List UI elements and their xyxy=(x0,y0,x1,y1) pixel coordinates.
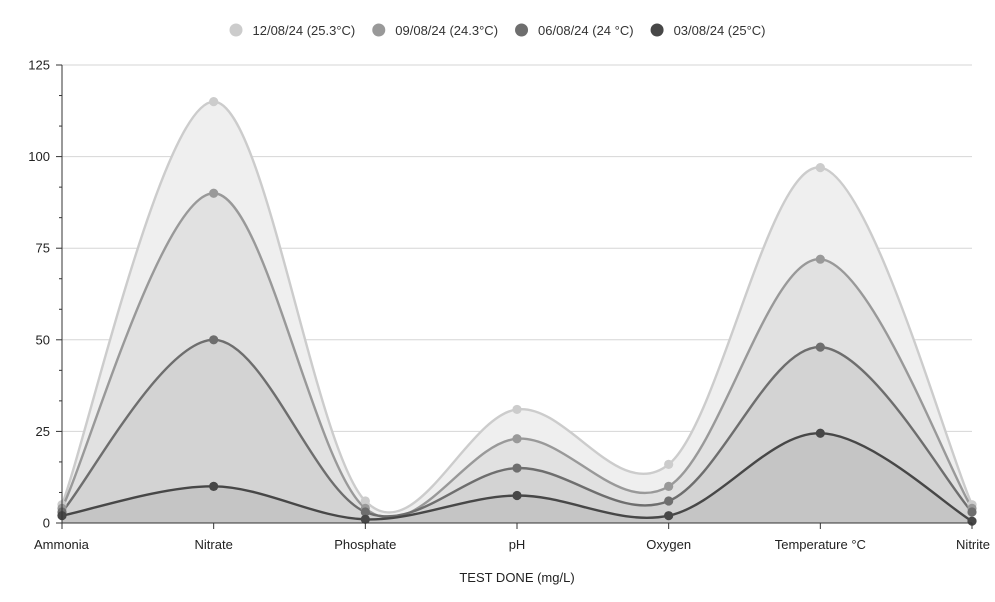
data-points xyxy=(57,97,977,526)
y-tick-label: 50 xyxy=(36,332,50,347)
x-tick-label: pH xyxy=(509,537,526,552)
y-tick-label: 0 xyxy=(43,516,50,531)
legend-label: 12/08/24 (25.3°C) xyxy=(253,23,356,38)
data-point[interactable] xyxy=(512,463,522,473)
y-tick-label: 75 xyxy=(36,241,50,256)
data-point[interactable] xyxy=(512,490,522,501)
legend-item[interactable]: 06/08/24 (24 °C) xyxy=(515,23,634,38)
axes: 0 25 50 75 100 125 Ammonia Nitrate Phosphate pH Ox… xyxy=(28,58,990,553)
legend-label: 06/08/24 (24 °C) xyxy=(538,23,634,38)
series-area xyxy=(62,433,972,523)
legend-marker xyxy=(229,23,243,37)
legend-item[interactable]: 09/08/24 (24.3°C) xyxy=(372,23,498,38)
y-tick-label: 100 xyxy=(28,149,50,164)
data-point[interactable] xyxy=(512,404,522,415)
legend-label: 09/08/24 (24.3°C) xyxy=(395,23,498,38)
data-point[interactable] xyxy=(360,507,370,517)
data-point[interactable] xyxy=(512,434,522,444)
legend-marker xyxy=(515,23,529,37)
x-tick-label: Phosphate xyxy=(334,537,396,552)
data-point[interactable] xyxy=(209,481,219,491)
data-point[interactable] xyxy=(209,188,219,198)
x-tick-label: Temperature °C xyxy=(775,537,866,552)
legend-label: 03/08/24 (25°C) xyxy=(674,23,766,38)
data-point[interactable] xyxy=(967,507,977,517)
data-point[interactable] xyxy=(815,254,825,264)
x-tick-label: Nitrate xyxy=(195,537,233,552)
x-tick-label: Ammonia xyxy=(34,537,90,552)
data-point[interactable] xyxy=(664,511,674,521)
data-point[interactable] xyxy=(664,496,674,506)
data-point[interactable] xyxy=(360,496,370,506)
legend-marker xyxy=(650,23,664,37)
x-tick-label: Oxygen xyxy=(646,537,691,552)
x-axis-title: TEST DONE (mg/L) xyxy=(459,570,574,585)
y-tick-label: 125 xyxy=(28,58,50,73)
legend-marker xyxy=(372,23,386,37)
legend[interactable]: 12/08/24 (25.3°C) 09/08/24 (24.3°C) 06/08/… xyxy=(229,23,766,38)
data-point[interactable] xyxy=(664,459,674,469)
data-point[interactable] xyxy=(815,342,825,352)
legend-item[interactable]: 12/08/24 (25.3°C) xyxy=(229,23,356,38)
area-fills xyxy=(62,101,972,524)
legend-item[interactable]: 03/08/24 (25°C) xyxy=(650,23,766,38)
data-point[interactable] xyxy=(815,162,825,173)
data-point[interactable] xyxy=(815,428,825,438)
data-point[interactable] xyxy=(360,514,370,524)
y-tick-label: 25 xyxy=(36,424,50,439)
x-tick-label: Nitrite xyxy=(956,537,990,552)
data-point[interactable] xyxy=(664,481,674,491)
data-point[interactable] xyxy=(209,335,219,345)
data-point[interactable] xyxy=(209,97,219,107)
